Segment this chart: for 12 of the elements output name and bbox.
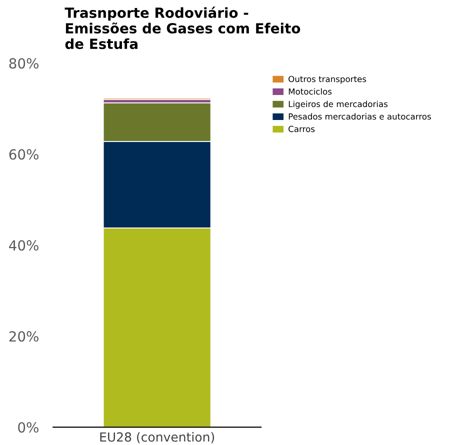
legend-label: Pesados mercadorias e autocarros xyxy=(288,113,431,120)
legend-label: Carros xyxy=(288,126,315,132)
legend-label: Motociclos xyxy=(288,88,332,95)
x-tick-label: EU28 (convention) xyxy=(100,432,214,444)
y-tick-label: 0% xyxy=(18,422,38,433)
legend-label: Outros transportes xyxy=(288,76,366,84)
y-tick-label: 40% xyxy=(9,240,38,251)
y-tick-label: 60% xyxy=(9,149,38,160)
y-tick-label: 20% xyxy=(9,331,38,342)
y-tick-label: 80% xyxy=(9,58,38,69)
chart-title: Trasnporte Rodoviário - Emissões de Gases com Efeito de Estufa xyxy=(64,6,300,50)
legend-label: Ligeiros de mercadorias xyxy=(288,100,388,109)
